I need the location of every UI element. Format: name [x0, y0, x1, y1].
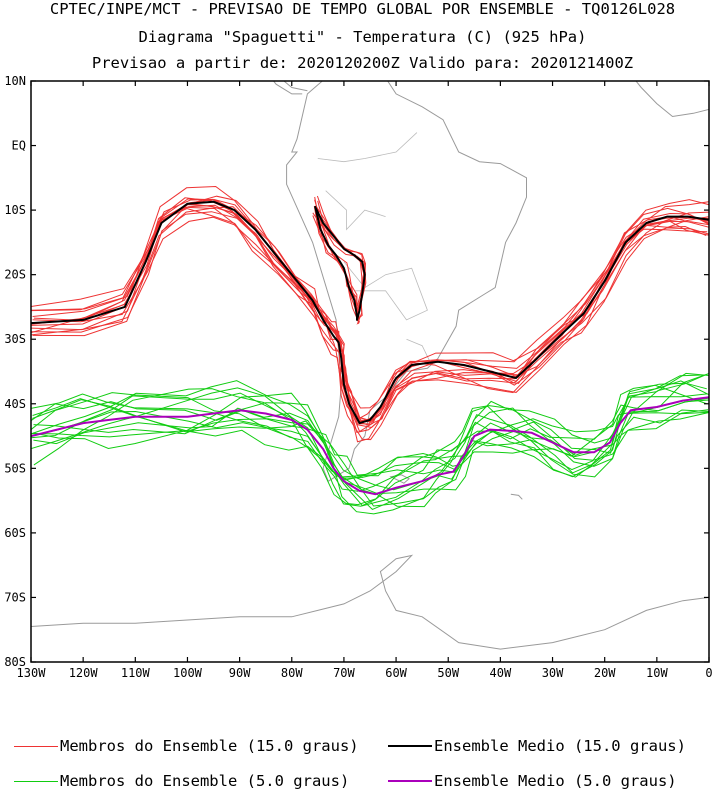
member-5-line-4	[31, 392, 709, 479]
legend-swatch-mean-15	[388, 745, 432, 747]
member-5-line-13	[33, 374, 707, 506]
member-15-line-6	[31, 211, 709, 423]
mean-5-line	[31, 396, 709, 496]
member-15-line-14	[32, 198, 709, 441]
member-5-line-11	[31, 409, 709, 507]
africa-coast	[635, 81, 709, 118]
x-tick-label: 70W	[333, 666, 355, 680]
axes: 130W 120W 110W 100W 90W 80W 70W 60W 50W 40W 30W 20W…	[4, 74, 712, 680]
member-15-line-2	[33, 199, 709, 425]
mean-15-line	[31, 200, 709, 425]
caribbean-coast	[283, 81, 308, 92]
member-5-line-1	[32, 373, 708, 508]
legend-swatch-members-5	[14, 780, 58, 782]
legend-swatch-members-15	[14, 745, 58, 747]
south-georgia	[510, 493, 523, 500]
legend-label-members-15: Membros do Ensemble (15.0 graus)	[60, 737, 359, 755]
ensemble-means	[31, 200, 709, 496]
legend-label-members-5: Membros do Ensemble (5.0 graus)	[60, 772, 350, 790]
legend-item-members-15: Membros do Ensemble (15.0 graus)	[14, 736, 359, 756]
x-tick-label: 20W	[594, 666, 616, 680]
legend-item-mean-15: Ensemble Medio (15.0 graus)	[388, 736, 686, 756]
member-5-line-3	[32, 372, 709, 481]
x-tick-label: 120W	[69, 666, 99, 680]
member-15-line-3	[31, 185, 709, 423]
legend-swatch-mean-5	[388, 780, 432, 782]
plot-frame	[30, 80, 710, 663]
antarctica-coast	[31, 554, 709, 650]
member-15-line-8	[32, 216, 709, 433]
x-tick-label: 10W	[646, 666, 668, 680]
x-tick-label: 80W	[281, 666, 303, 680]
legend-label-mean-5: Ensemble Medio (5.0 graus)	[434, 772, 677, 790]
x-tick-label: 100W	[173, 666, 203, 680]
x-tick-label: 90W	[229, 666, 251, 680]
south-america-coast	[286, 81, 527, 482]
y-tick-label: 10N	[4, 74, 26, 88]
country-border	[343, 261, 428, 321]
x-tick-label: 110W	[121, 666, 151, 680]
legend-item-mean-5: Ensemble Medio (5.0 graus)	[388, 771, 677, 791]
chart-title: CPTEC/INPE/MCT - PREVISAO DE TEMPO GLOBA…	[49, 0, 676, 18]
x-tick-label: 50W	[437, 666, 459, 680]
x-tick-label: 30W	[542, 666, 564, 680]
y-tick-label: 70S	[4, 590, 26, 604]
x-tick-label: 130W	[17, 666, 47, 680]
chart-subtitle: Diagrama "Spaguetti" - Temperatura (C) (…	[138, 28, 587, 46]
member-15-line-7	[32, 195, 709, 421]
legend-label-mean-15: Ensemble Medio (15.0 graus)	[434, 737, 686, 755]
member-5-line-6	[31, 380, 709, 507]
map-coastlines	[31, 81, 709, 650]
x-tick-label: 0	[705, 666, 712, 680]
y-tick-label: 80S	[4, 655, 26, 669]
member-15-line-5	[31, 206, 709, 426]
member-15-line-13	[31, 197, 707, 423]
member-15-line-11	[32, 198, 709, 421]
member-15-line-9	[31, 199, 709, 409]
country-border	[317, 132, 418, 163]
country-border	[325, 190, 386, 231]
y-tick-label: EQ	[12, 139, 26, 153]
member-15-line-1	[31, 203, 709, 433]
y-tick-label: 20S	[4, 268, 26, 282]
member-5-line-12	[31, 393, 709, 492]
y-tick-label: 40S	[4, 397, 26, 411]
x-tick-label: 40W	[490, 666, 512, 680]
central-america-coast	[272, 81, 303, 95]
member-5-line-14	[31, 384, 707, 478]
y-tick-label: 30S	[4, 332, 26, 346]
y-tick-label: 60S	[4, 526, 26, 540]
y-tick-label: 50S	[4, 461, 26, 475]
member-15-line-10	[31, 206, 709, 443]
spaghetti-chart: 130W 120W 110W 100W 90W 80W 70W 60W 50W 40W 30W 20W…	[4, 74, 712, 680]
ensemble-members	[31, 185, 709, 515]
member-5-line-7	[33, 372, 709, 515]
country-border	[406, 338, 431, 362]
chart-validity: Previsao a partir de: 2020120200Z Valido…	[91, 54, 634, 72]
mean-15-andes-line	[314, 205, 366, 321]
legend-item-members-5: Membros do Ensemble (5.0 graus)	[14, 771, 349, 791]
x-tick-label: 60W	[385, 666, 407, 680]
y-tick-label: 10S	[4, 203, 26, 217]
